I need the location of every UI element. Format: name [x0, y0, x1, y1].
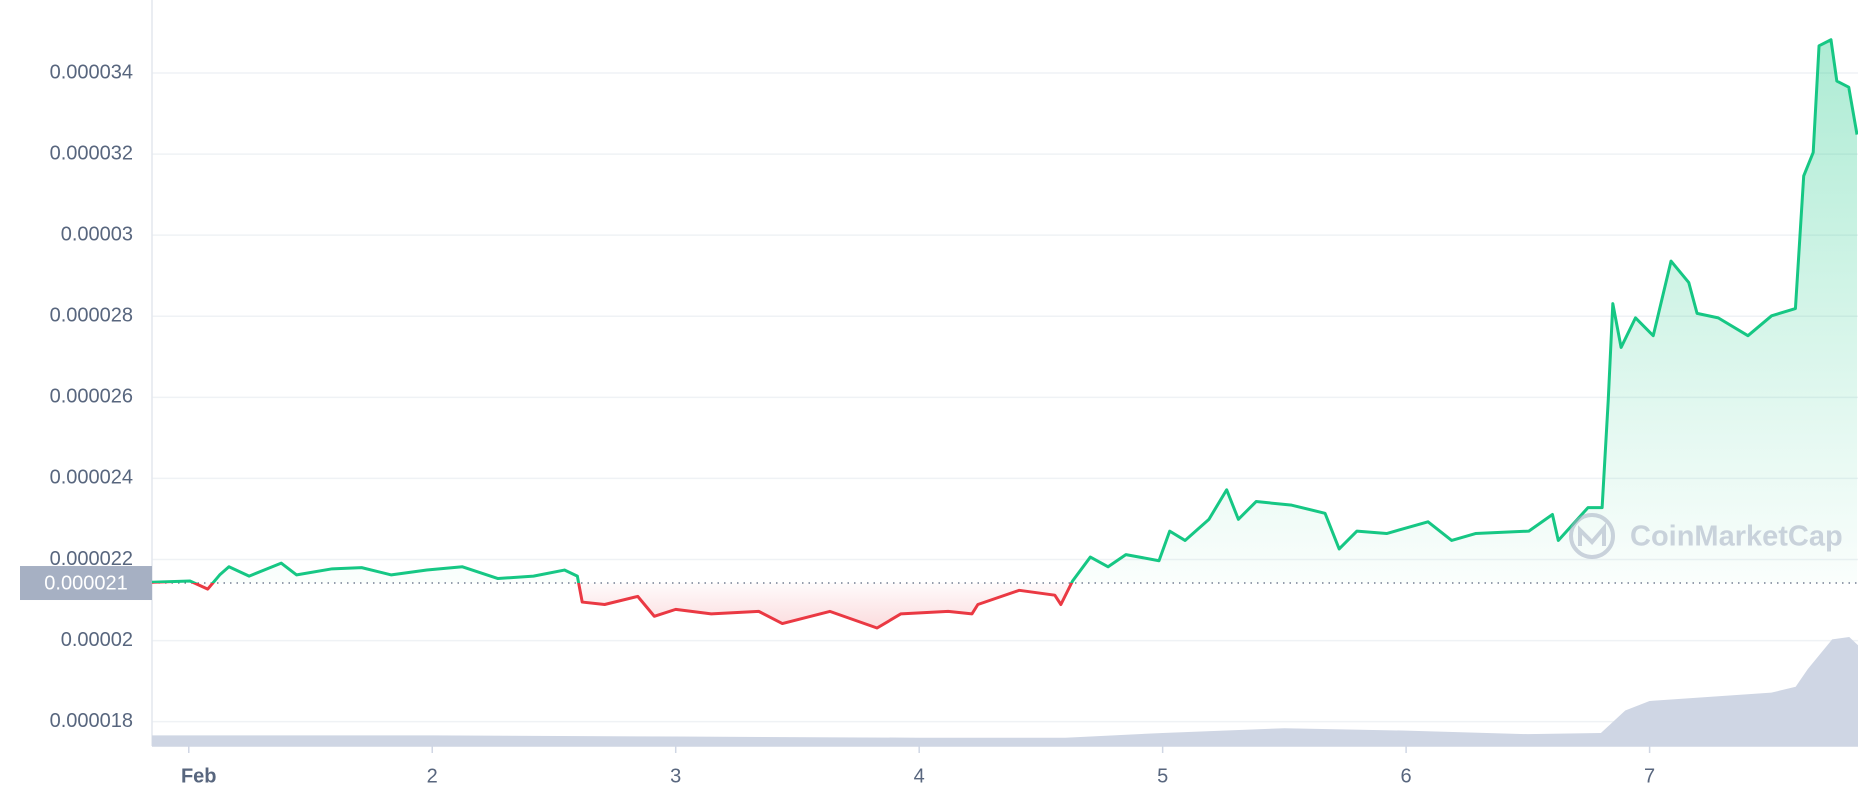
- volume-area: [152, 637, 1858, 746]
- baseline-label-box: [20, 566, 152, 601]
- x-tick-label: 4: [914, 765, 925, 787]
- x-tick-label: Feb: [181, 765, 217, 787]
- y-tick-label: 0.000026: [50, 386, 133, 408]
- y-tick-label: 0.00002: [61, 629, 133, 651]
- baseline-label: 0.000021: [44, 572, 127, 594]
- watermark: CoinMarketCap: [1569, 513, 1843, 559]
- x-tick-label: 7: [1644, 765, 1655, 787]
- watermark-text: CoinMarketCap: [1630, 521, 1843, 553]
- y-tick-label: 0.000024: [50, 467, 133, 489]
- x-tick-label: 3: [670, 765, 681, 787]
- y-tick-label: 0.000028: [50, 305, 133, 327]
- y-tick-label: 0.000034: [50, 61, 133, 83]
- x-tick-label: 5: [1157, 765, 1168, 787]
- x-tick-label: 2: [427, 765, 438, 787]
- x-tick-label: 6: [1401, 765, 1412, 787]
- y-tick-label: 0.000032: [50, 142, 133, 164]
- price-area: [152, 39, 1858, 629]
- y-tick-label: 0.000018: [50, 710, 133, 732]
- y-tick-label: 0.00003: [61, 223, 133, 245]
- price-line: [151, 38, 1858, 630]
- y-tick-label: 0.000022: [50, 548, 133, 570]
